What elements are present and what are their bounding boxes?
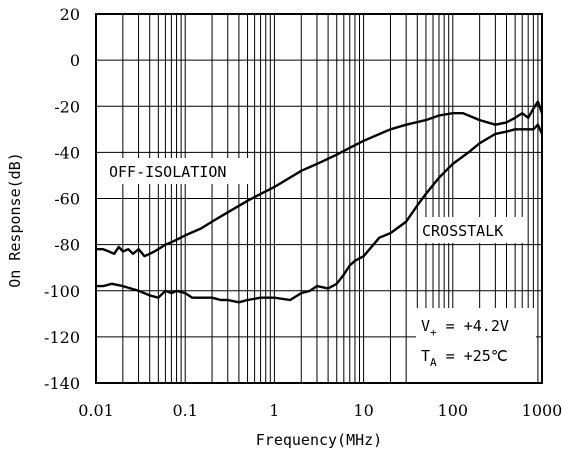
x-tick-label: 0.1: [172, 401, 197, 420]
y-tick-label: -20: [54, 97, 80, 116]
series-lines: [96, 100, 544, 304]
supply-voltage-symbol: V: [421, 317, 430, 335]
temperature-label: TA = +25℃: [421, 347, 508, 369]
y-tick-label: 20: [60, 5, 80, 24]
temperature-value: = +25℃: [437, 347, 508, 365]
off-isolation-label: OFF-ISOLATION: [109, 163, 226, 181]
x-tick-label: 1: [269, 401, 279, 420]
temperature-symbol: T: [421, 347, 430, 365]
x-tick-label: 10: [353, 401, 373, 420]
y-tick-label: 0: [70, 51, 80, 70]
y-tick-label: -140: [44, 374, 80, 393]
y-axis-label: On Response(dB): [6, 152, 24, 287]
y-tick-label: -80: [54, 236, 80, 255]
off-isolation-label-bg: [103, 158, 253, 184]
supply-voltage-value: = +4.2V: [437, 317, 509, 335]
x-tick-label: 1000: [522, 401, 562, 420]
y-tick-label: -100: [44, 282, 80, 301]
x-tick-labels: 0.01 0.1 1 10 100 1000: [78, 401, 562, 420]
supply-voltage-label: V+ = +4.2V: [421, 317, 509, 339]
x-axis-label: Frequency(MHz): [256, 431, 382, 449]
y-tick-label: -40: [54, 143, 80, 162]
x-tick-label: 100: [438, 401, 469, 420]
supply-voltage-subscript: +: [430, 326, 437, 339]
crosstalk-label-bg: [418, 217, 523, 243]
y-tick-label: -120: [44, 328, 80, 347]
crosstalk-label: CROSSTALK: [422, 222, 503, 240]
y-tick-label: -60: [54, 190, 80, 209]
plot-frame: [95, 13, 543, 384]
conditions-label-bg: [416, 308, 536, 384]
x-tick-label: 0.01: [78, 401, 114, 420]
y-tick-labels: 20 0 -20 -40 -60 -80 -100 -120 -140: [44, 5, 80, 393]
crosstalk-line: [96, 123, 544, 304]
temperature-subscript: A: [430, 356, 437, 369]
off-isolation-line: [96, 100, 544, 258]
